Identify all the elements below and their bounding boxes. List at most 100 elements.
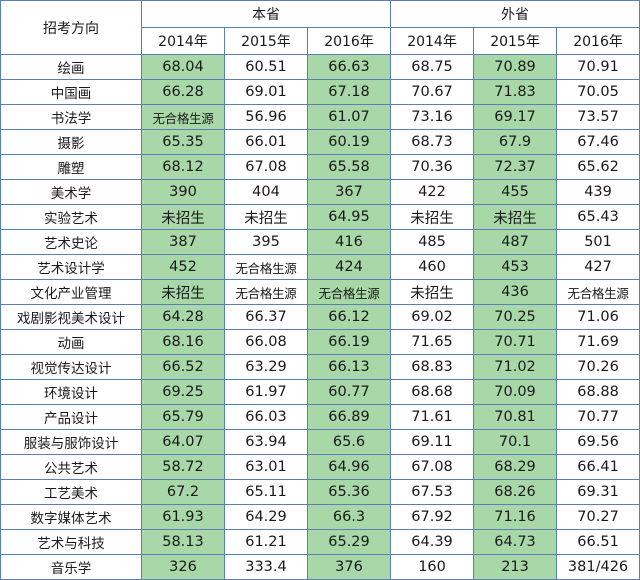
score-cell: 70.05 xyxy=(556,79,640,105)
score-cell: 60.77 xyxy=(306,379,392,405)
score-cell: 66.37 xyxy=(224,304,308,330)
score-cell: 424 xyxy=(306,254,392,280)
score-cell: 60.51 xyxy=(224,54,308,80)
row-label: 视觉传达设计 xyxy=(0,354,142,380)
header-year: 2015年 xyxy=(224,27,308,55)
score-cell: 67.08 xyxy=(224,154,308,180)
score-cell: 70.27 xyxy=(556,504,640,530)
score-cell: 70.67 xyxy=(390,79,475,105)
score-cell: 71.06 xyxy=(556,304,640,330)
header-year: 2014年 xyxy=(390,27,475,55)
header-year: 2016年 xyxy=(306,27,392,55)
table-row: 艺术史论 387 395 416 485 487 501 xyxy=(0,229,640,255)
score-cell: 68.73 xyxy=(390,129,475,155)
score-cell: 71.61 xyxy=(390,404,475,430)
score-cell: 69.56 xyxy=(556,429,640,455)
score-cell: 65.6 xyxy=(306,429,392,455)
table-row: 环境设计 69.25 61.97 60.77 68.68 70.09 68.88 xyxy=(0,379,640,405)
header-corner: 招考方向 xyxy=(0,0,142,55)
table-row: 音乐学 326 333.4 376 160 213 381/426 xyxy=(0,554,640,580)
row-label: 工艺美术 xyxy=(0,479,142,505)
score-cell: 64.28 xyxy=(141,304,225,330)
score-cell: 66.01 xyxy=(224,129,308,155)
score-cell: 66.13 xyxy=(306,354,392,380)
score-cell: 69.02 xyxy=(390,304,475,330)
table-row: 视觉传达设计 66.52 63.29 66.13 68.83 71.02 70.26 xyxy=(0,354,640,380)
score-cell: 未招生 xyxy=(473,204,558,230)
score-cell: 65.35 xyxy=(141,129,225,155)
row-label: 环境设计 xyxy=(0,379,142,405)
score-cell: 66.12 xyxy=(306,304,392,330)
score-cell: 65.79 xyxy=(141,404,225,430)
table-row: 服装与服饰设计 64.07 63.94 65.6 69.11 70.1 69.56 xyxy=(0,429,640,455)
table-row: 中国画 66.28 69.01 67.18 70.67 71.83 70.05 xyxy=(0,79,640,105)
table-row: 工艺美术 67.2 65.11 65.36 67.53 68.26 69.31 xyxy=(0,479,640,505)
row-label: 摄影 xyxy=(0,129,142,155)
score-cell: 70.91 xyxy=(556,54,640,80)
score-cell: 422 xyxy=(390,179,475,205)
score-cell: 71.69 xyxy=(556,329,640,355)
score-cell: 65.36 xyxy=(306,479,392,505)
table-row: 动画 68.16 66.08 66.19 71.65 70.71 71.69 xyxy=(0,329,640,355)
score-cell: 455 xyxy=(473,179,558,205)
table-row: 实验艺术 未招生 未招生 64.95 未招生 未招生 65.43 xyxy=(0,204,640,230)
score-cell: 无合格生源 xyxy=(556,279,640,305)
score-cell: 66.41 xyxy=(556,454,640,480)
header-year: 2016年 xyxy=(556,27,640,55)
row-label: 艺术与科技 xyxy=(0,529,142,555)
score-cell: 69.31 xyxy=(556,479,640,505)
score-cell: 367 xyxy=(306,179,392,205)
score-cell: 66.52 xyxy=(141,354,225,380)
score-cell: 387 xyxy=(141,229,225,255)
score-cell: 56.96 xyxy=(224,104,308,130)
score-cell: 71.16 xyxy=(473,504,558,530)
table-row: 艺术与科技 58.13 61.21 65.29 64.39 64.73 66.51 xyxy=(0,529,640,555)
score-cell: 65.43 xyxy=(556,204,640,230)
score-cell: 427 xyxy=(556,254,640,280)
score-cell: 未招生 xyxy=(141,279,225,305)
score-cell: 69.17 xyxy=(473,104,558,130)
row-label: 实验艺术 xyxy=(0,204,142,230)
score-cell: 60.19 xyxy=(306,129,392,155)
score-cell: 67.92 xyxy=(390,504,475,530)
table-row: 书法学 无合格生源 56.96 61.07 73.16 69.17 73.57 xyxy=(0,104,640,130)
score-cell: 未招生 xyxy=(390,279,475,305)
score-cell: 72.37 xyxy=(473,154,558,180)
table-row: 产品设计 65.79 66.03 66.89 71.61 70.81 70.77 xyxy=(0,404,640,430)
score-cell: 65.11 xyxy=(224,479,308,505)
score-cell: 61.93 xyxy=(141,504,225,530)
score-cell: 395 xyxy=(224,229,308,255)
score-cell: 无合格生源 xyxy=(141,104,225,130)
score-cell: 416 xyxy=(306,229,392,255)
row-label: 音乐学 xyxy=(0,554,142,580)
score-cell: 64.07 xyxy=(141,429,225,455)
score-cell: 66.51 xyxy=(556,529,640,555)
score-cell: 61.21 xyxy=(224,529,308,555)
row-label: 雕塑 xyxy=(0,154,142,180)
score-cell: 326 xyxy=(141,554,225,580)
score-cell: 487 xyxy=(473,229,558,255)
score-cell: 71.02 xyxy=(473,354,558,380)
score-cell: 67.2 xyxy=(141,479,225,505)
score-cell: 68.68 xyxy=(390,379,475,405)
row-label: 公共艺术 xyxy=(0,454,142,480)
score-cell: 67.08 xyxy=(390,454,475,480)
score-cell: 64.29 xyxy=(224,504,308,530)
score-cell: 66.03 xyxy=(224,404,308,430)
row-label: 戏剧影视美术设计 xyxy=(0,304,142,330)
table-row: 雕塑 68.12 67.08 65.58 70.36 72.37 65.62 xyxy=(0,154,640,180)
score-cell: 68.26 xyxy=(473,479,558,505)
score-cell: 70.71 xyxy=(473,329,558,355)
score-cell: 452 xyxy=(141,254,225,280)
score-cell: 65.62 xyxy=(556,154,640,180)
score-cell: 213 xyxy=(473,554,558,580)
score-cell: 66.89 xyxy=(306,404,392,430)
row-label: 动画 xyxy=(0,329,142,355)
score-cell: 65.29 xyxy=(306,529,392,555)
score-cell: 71.83 xyxy=(473,79,558,105)
table-row: 美术学 390 404 367 422 455 439 xyxy=(0,179,640,205)
score-cell: 436 xyxy=(473,279,558,305)
score-cell: 无合格生源 xyxy=(224,254,308,280)
score-cell: 485 xyxy=(390,229,475,255)
score-cell: 66.19 xyxy=(306,329,392,355)
